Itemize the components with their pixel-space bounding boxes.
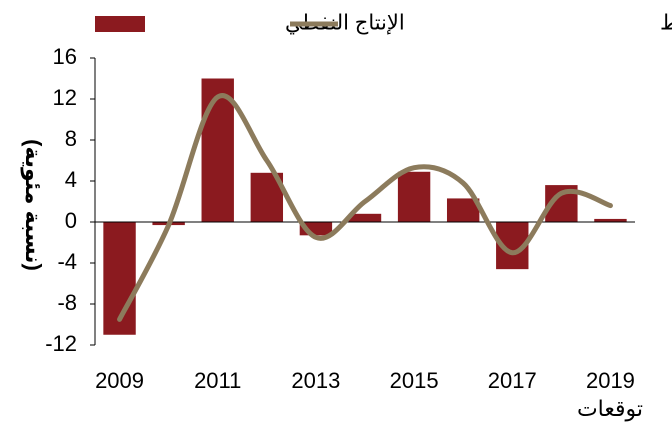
y-axis-label: (نسبة مئوية) [20,139,46,271]
y-tick-label: 0 [65,208,77,233]
y-tick-label: -12 [45,331,77,356]
bar [348,213,382,222]
x-tick-label: 2011 [194,368,241,393]
bar [594,218,627,222]
y-tick-label: 8 [65,126,77,151]
y-tick-label: 16 [53,44,77,69]
legend-swatch [95,16,145,32]
y-tick-label: 4 [65,167,77,192]
bar [446,198,480,222]
bar [397,171,431,222]
legend-label: الناتج الإجمالي الفعلي لقطاع النفط [660,12,672,35]
bar [201,78,234,222]
x-tick-label: 2017 [488,368,537,393]
y-tick-label: -8 [57,290,77,315]
line [117,93,613,322]
annotation: توقعات [577,396,643,421]
x-tick-label: 2013 [291,368,340,393]
x-tick-label: 2009 [95,368,144,393]
y-tick-label: -4 [57,249,77,274]
y-tick-label: 12 [53,85,77,110]
x-tick-label: 2019 [586,368,635,393]
x-tick-label: 2015 [390,368,439,393]
